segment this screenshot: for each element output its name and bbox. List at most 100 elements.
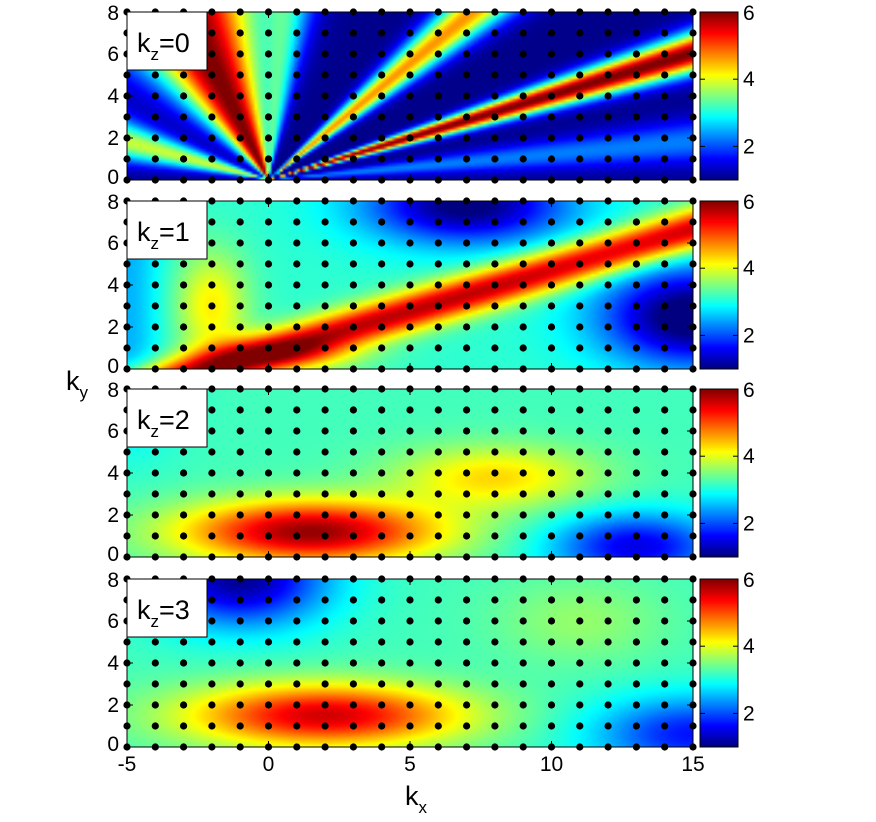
marker-dot	[264, 281, 273, 289]
marker-dot	[632, 344, 641, 352]
marker-dot	[208, 302, 216, 310]
marker-dot	[293, 596, 301, 604]
marker-dot	[491, 260, 499, 268]
marker-dot	[321, 239, 329, 247]
marker-dot	[434, 302, 442, 310]
panel-label-sub: z	[151, 234, 160, 253]
marker-dot	[349, 469, 357, 477]
marker-dot	[519, 344, 527, 352]
marker-dot	[180, 659, 188, 667]
marker-dot	[349, 701, 357, 709]
colorbar-gradient	[700, 579, 738, 747]
panel-label: kz=0	[137, 28, 190, 64]
marker-dot	[264, 260, 273, 268]
marker-dot	[434, 281, 442, 289]
marker-dot	[236, 532, 244, 540]
marker-dot	[321, 155, 329, 163]
marker-dot	[576, 323, 584, 331]
marker-dot	[463, 532, 471, 540]
marker-dot	[349, 71, 357, 79]
marker-dot	[264, 427, 273, 435]
panel-label: kz=1	[137, 217, 190, 253]
y-tick-label: 6	[107, 43, 119, 66]
marker-dot	[434, 155, 442, 163]
marker-dot	[604, 701, 612, 709]
marker-dot	[293, 50, 301, 58]
marker-dot	[321, 260, 329, 268]
marker-dot	[378, 406, 386, 414]
marker-dot	[519, 50, 527, 58]
marker-dot	[321, 302, 329, 310]
y-axis-label-main: k	[66, 366, 80, 396]
marker-dot	[349, 617, 357, 625]
y-tick-label: 0	[107, 733, 119, 756]
x-tick-label: 0	[263, 753, 275, 776]
marker-dot	[236, 260, 244, 268]
colorbar-tick-label: 4	[743, 68, 755, 91]
marker-dot	[463, 344, 471, 352]
colorbar-tick-label: 2	[743, 702, 755, 725]
x-axis-label: kx	[405, 781, 428, 817]
marker-dot	[264, 490, 273, 498]
marker-dot	[180, 469, 188, 477]
marker-dot	[151, 323, 159, 331]
marker-dot	[406, 302, 414, 310]
marker-dot	[236, 659, 244, 667]
marker-dot	[349, 323, 357, 331]
marker-dot	[604, 239, 612, 247]
marker-dot	[349, 239, 357, 247]
marker-dot	[491, 239, 499, 247]
marker-dot	[349, 722, 357, 730]
marker-dot	[151, 448, 159, 456]
marker-dot	[661, 50, 669, 58]
marker-dot	[604, 281, 612, 289]
marker-dot	[208, 469, 216, 477]
marker-dot	[378, 281, 386, 289]
marker-dot	[547, 134, 556, 142]
marker-dot	[208, 638, 216, 646]
marker-dot	[491, 469, 499, 477]
marker-dot	[632, 29, 641, 37]
marker-dot	[632, 680, 641, 688]
marker-dot	[378, 659, 386, 667]
y-tick-label: 4	[107, 462, 119, 485]
marker-dot	[349, 659, 357, 667]
marker-dot	[547, 218, 556, 226]
marker-dot	[576, 490, 584, 498]
marker-dot	[236, 50, 244, 58]
marker-dot	[434, 596, 442, 604]
marker-dot	[321, 511, 329, 519]
marker-dot	[434, 406, 442, 414]
marker-dot	[264, 92, 273, 100]
marker-dot	[491, 406, 499, 414]
marker-dot	[491, 134, 499, 142]
colorbar-frame	[699, 388, 739, 558]
marker-dot	[321, 323, 329, 331]
marker-dot	[434, 722, 442, 730]
marker-dot	[151, 344, 159, 352]
marker-dot	[406, 532, 414, 540]
marker-dot	[604, 680, 612, 688]
marker-dot	[576, 134, 584, 142]
marker-dot	[576, 596, 584, 604]
marker-dot	[293, 701, 301, 709]
marker-dot	[208, 29, 216, 37]
marker-dot	[349, 29, 357, 37]
marker-dot	[632, 113, 641, 121]
marker-dot	[264, 302, 273, 310]
marker-dot	[180, 323, 188, 331]
marker-dot	[463, 659, 471, 667]
marker-dot	[491, 448, 499, 456]
y-tick-label: 4	[107, 274, 119, 297]
marker-dot	[378, 427, 386, 435]
marker-dot	[632, 281, 641, 289]
marker-dot	[349, 218, 357, 226]
marker-dot	[604, 490, 612, 498]
marker-dot	[632, 302, 641, 310]
colorbar-tick-label: 4	[743, 257, 755, 280]
marker-dot	[293, 344, 301, 352]
marker-dot	[208, 113, 216, 121]
marker-dot	[547, 448, 556, 456]
marker-dot	[463, 596, 471, 604]
